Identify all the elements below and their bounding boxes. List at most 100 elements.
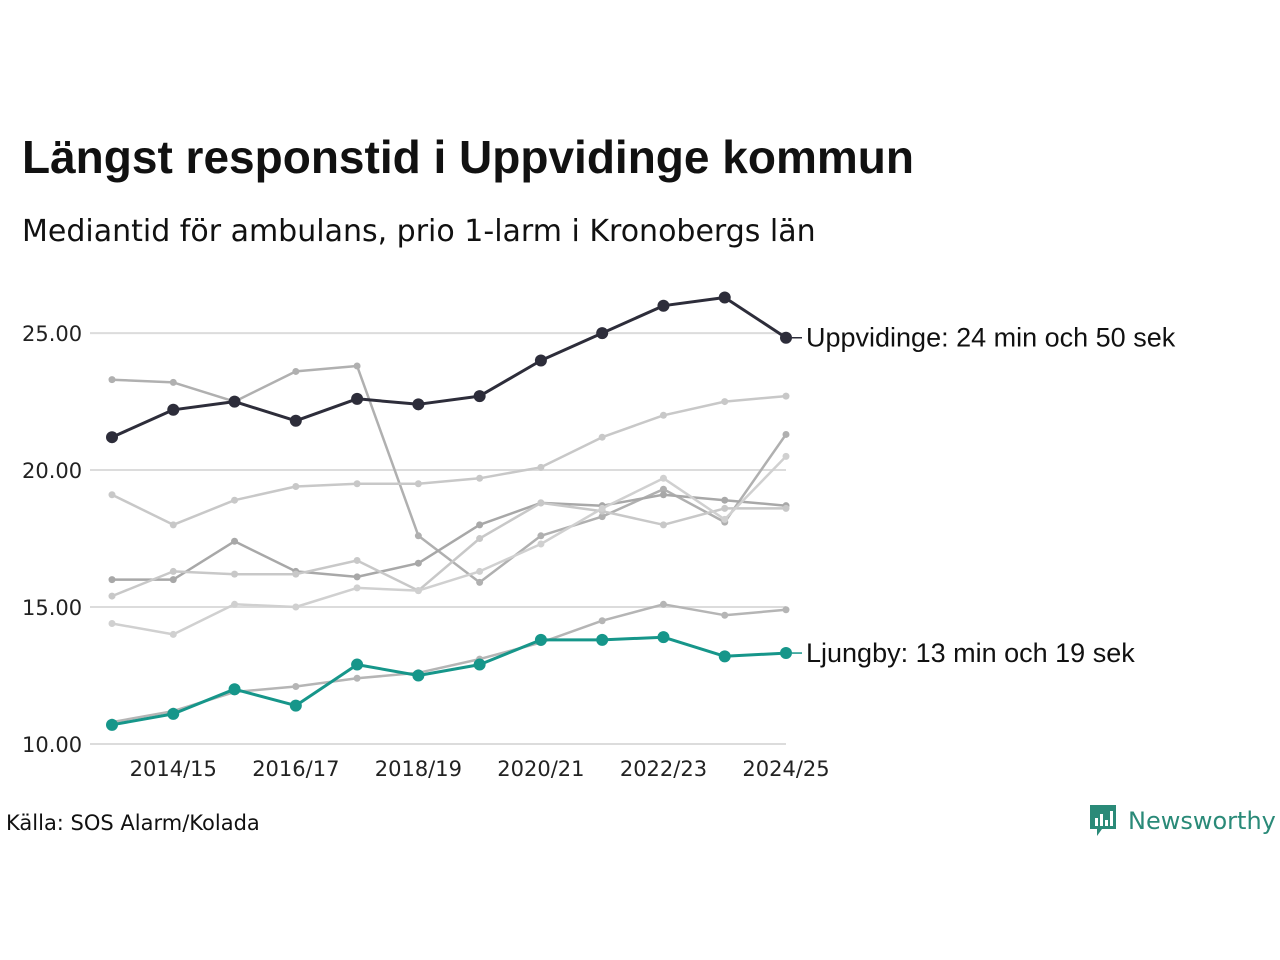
data-point — [169, 567, 177, 575]
series-line — [111, 603, 787, 724]
data-point — [780, 647, 792, 660]
data-point — [721, 504, 729, 512]
data-point — [721, 515, 729, 523]
data-point — [780, 331, 792, 344]
data-point — [657, 631, 670, 644]
data-point — [782, 452, 790, 460]
data-point — [782, 392, 790, 400]
y-tick-label: 15.00 — [22, 596, 82, 620]
data-point — [476, 535, 484, 543]
data-point — [782, 606, 790, 614]
data-point — [718, 291, 731, 304]
end-labels: Uppvidinge: 24 min och 50 sek Ljungby: 13… — [792, 323, 1176, 668]
data-point — [292, 482, 300, 490]
series-line — [111, 296, 787, 439]
series-line — [111, 501, 786, 598]
series-kommun-a — [108, 362, 790, 586]
data-point — [657, 299, 670, 312]
data-point — [598, 504, 606, 512]
data-point — [167, 403, 180, 416]
end-label-uppvidinge: Uppvidinge: 24 min och 50 sek — [806, 323, 1176, 353]
data-point — [292, 603, 300, 611]
data-point — [353, 573, 361, 581]
series-ljungby — [106, 631, 792, 731]
brand-logo: Newsworthy — [1088, 803, 1276, 839]
series-line — [111, 455, 787, 636]
source-note: Källa: SOS Alarm/Kolada — [6, 811, 260, 835]
data-point — [228, 395, 241, 408]
data-point — [412, 398, 425, 411]
data-point — [659, 491, 667, 499]
data-point — [473, 658, 486, 671]
data-point — [476, 567, 484, 575]
data-point — [659, 485, 667, 493]
data-point — [169, 630, 177, 638]
chart-title: Längst responstid i Uppvidinge kommun — [22, 131, 914, 183]
data-point — [721, 398, 729, 406]
x-axis: 2014/15 2016/17 2018/19 2020/21 2022/23 2024/… — [130, 757, 830, 781]
data-point — [659, 411, 667, 419]
data-point — [414, 532, 422, 540]
data-point — [476, 578, 484, 586]
data-point — [598, 513, 606, 521]
data-point — [231, 600, 239, 608]
x-tick-label: 2020/21 — [497, 757, 584, 781]
data-point — [108, 592, 116, 600]
series-uppvidinge — [106, 291, 792, 444]
data-point — [231, 570, 239, 578]
data-point — [292, 682, 300, 690]
x-tick-label: 2018/19 — [375, 757, 462, 781]
data-point — [167, 707, 180, 720]
x-tick-label: 2016/17 — [252, 757, 339, 781]
chart-subtitle: Mediantid för ambulans, prio 1-larm i Kr… — [22, 214, 816, 249]
y-tick-label: 20.00 — [22, 459, 82, 483]
y-tick-label: 10.00 — [22, 733, 82, 757]
data-point — [473, 390, 486, 403]
data-point — [721, 611, 729, 619]
data-point — [108, 376, 116, 384]
data-point — [537, 540, 545, 548]
data-point — [412, 669, 425, 682]
data-point — [292, 367, 300, 375]
data-point — [106, 718, 118, 731]
data-point — [537, 532, 545, 540]
x-tick-label: 2022/23 — [620, 757, 707, 781]
data-point — [231, 537, 239, 545]
y-axis: 10.00 15.00 20.00 25.00 — [22, 322, 82, 757]
data-point — [169, 378, 177, 386]
end-label-ljungby: Ljungby: 13 min och 19 sek — [806, 638, 1135, 668]
series-kommun-f — [108, 600, 790, 726]
data-point — [351, 392, 364, 405]
series-group — [106, 291, 792, 731]
data-point — [414, 587, 422, 595]
data-point — [659, 600, 667, 608]
data-point — [596, 633, 609, 646]
x-tick-label: 2014/15 — [130, 757, 217, 781]
series-kommun-e — [108, 452, 790, 638]
data-point — [659, 521, 667, 529]
data-point — [537, 499, 545, 507]
data-point — [353, 674, 361, 682]
data-point — [108, 619, 116, 627]
data-point — [414, 480, 422, 488]
data-point — [169, 576, 177, 584]
data-point — [598, 433, 606, 441]
data-point — [289, 699, 302, 712]
y-tick-label: 25.00 — [22, 322, 82, 346]
newsworthy-logo-icon — [1090, 805, 1116, 836]
data-point — [353, 584, 361, 592]
data-point — [414, 559, 422, 567]
data-point — [718, 650, 731, 663]
data-point — [782, 504, 790, 512]
data-point — [596, 327, 609, 340]
data-point — [108, 491, 116, 499]
data-point — [534, 633, 547, 646]
series-line — [112, 493, 787, 581]
data-point — [106, 431, 118, 444]
x-tick-label: 2024/25 — [742, 757, 829, 781]
series-line — [111, 394, 787, 527]
series-kommun-c — [108, 491, 790, 584]
series-line — [111, 364, 788, 584]
data-point — [108, 576, 116, 584]
